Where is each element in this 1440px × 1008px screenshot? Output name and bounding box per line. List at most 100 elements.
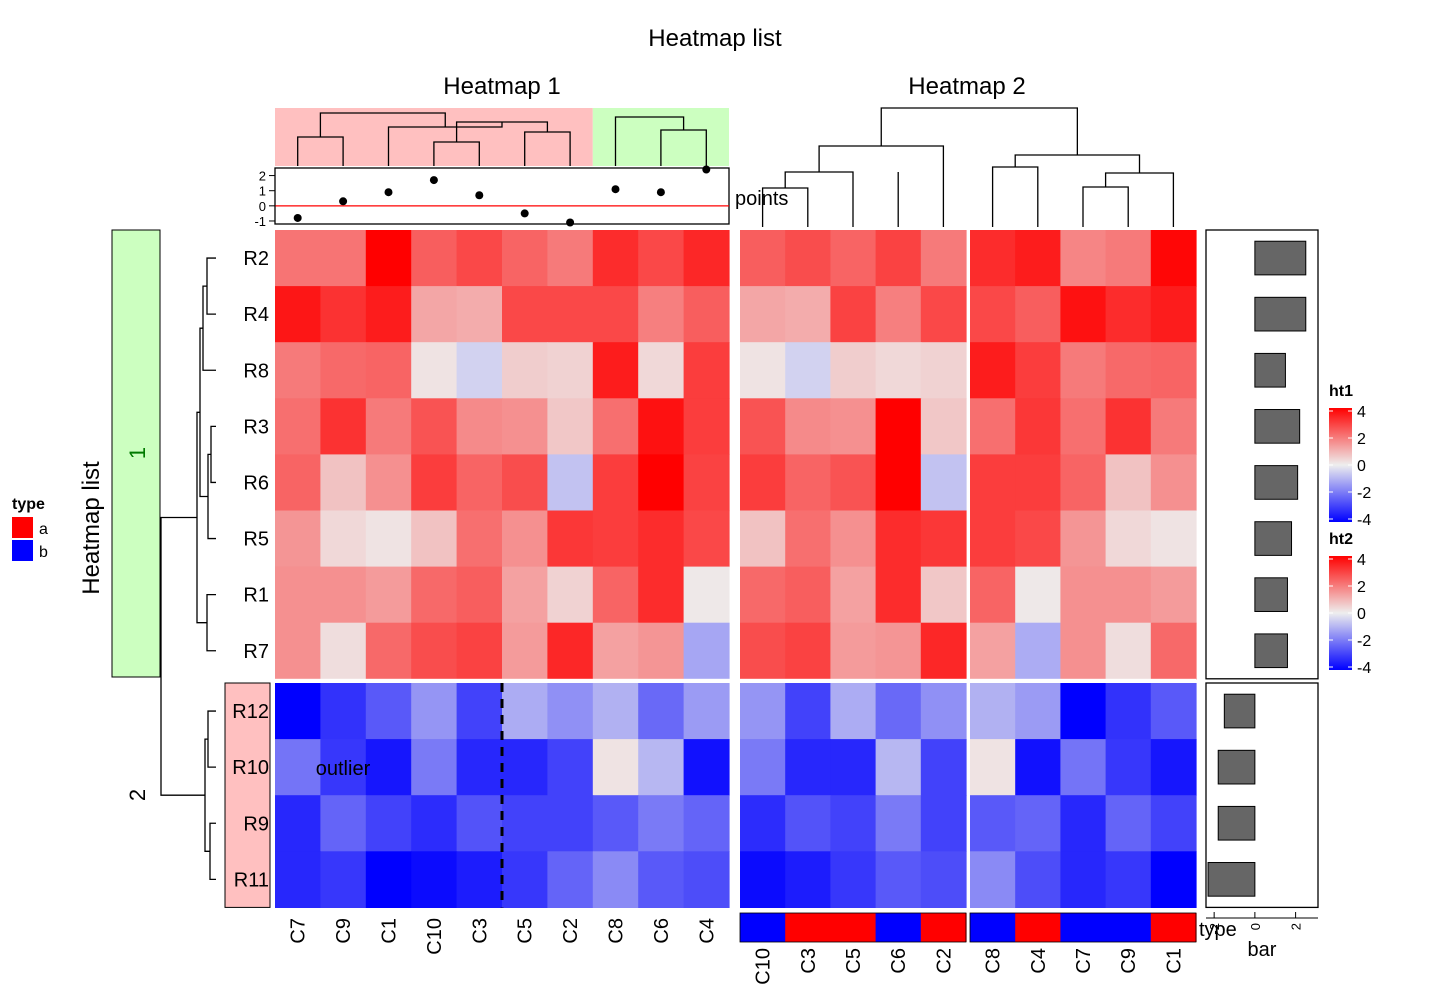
column-label: C7 — [1073, 948, 1095, 974]
heatmap2-cell — [970, 230, 1016, 287]
heatmap1-cell — [638, 683, 685, 740]
bar-annotation-bar — [1254, 521, 1293, 556]
heatmap1-cell — [638, 510, 685, 568]
heatmap2-cell — [1060, 230, 1107, 287]
heatmap2-cell — [740, 510, 786, 568]
heatmap1-cell — [502, 622, 548, 680]
type-legend-label: b — [39, 544, 48, 561]
heatmap1-cell — [365, 286, 412, 343]
heatmap1-cell — [365, 454, 412, 512]
heatmap2-cell — [875, 851, 922, 908]
heatmap2-cell — [1105, 739, 1152, 796]
column-label: C6 — [651, 918, 673, 944]
points-axis-tick-label: 0 — [259, 199, 266, 214]
heatmap1-cell — [638, 230, 685, 287]
heatmap2-cell — [1150, 510, 1197, 568]
heatmap2-cell — [1015, 454, 1061, 512]
column-dendrogram-branch — [1104, 172, 1175, 227]
heatmap2-cell — [1060, 342, 1107, 399]
heatmap2-cell — [920, 342, 967, 399]
type-annotation-cell — [920, 913, 967, 942]
heatmap1-cell — [592, 454, 639, 512]
bar-annotation-bar — [1254, 577, 1288, 612]
heatmap1-cell — [502, 230, 548, 287]
row-dendrogram-branch — [207, 710, 216, 768]
heatmap2-cell — [1150, 286, 1197, 343]
heatmap2-cell — [785, 795, 831, 852]
heatmap2-cell — [740, 683, 786, 740]
heatmap1-cell — [502, 739, 548, 796]
column-label: C3 — [469, 918, 491, 944]
heatmap2-cell — [920, 454, 967, 512]
heatmap1-cell — [456, 230, 503, 287]
heatmap1-title: Heatmap 1 — [443, 73, 560, 100]
column-dendrogram-branch — [614, 116, 685, 166]
heatmap1-cell — [592, 683, 639, 740]
heatmap1-cell — [502, 454, 548, 512]
heatmap1-cell — [275, 683, 321, 740]
column-label: C1 — [1163, 948, 1185, 974]
heatmap1-cell — [683, 795, 730, 852]
column-label: C9 — [333, 918, 355, 944]
heatmap2-cell — [830, 622, 877, 680]
heatmap1-cell — [547, 851, 594, 908]
row-label: R1 — [243, 585, 269, 607]
heatmap1-cell — [320, 286, 367, 343]
heatmap2-cell — [1150, 739, 1197, 796]
column-label: C1 — [379, 918, 401, 944]
heatmap1-cell — [456, 566, 503, 624]
point-marker — [611, 185, 620, 194]
heatmap2-cell — [970, 510, 1016, 568]
heatmap1-cell — [456, 739, 503, 796]
column-label: C5 — [515, 918, 537, 944]
heatmap1-cell — [365, 510, 412, 568]
row-slice-2-title: 2 — [125, 789, 150, 801]
heatmap2-cell — [1105, 795, 1152, 852]
heatmap2-cell — [740, 230, 786, 287]
heatmap1-cell — [320, 683, 367, 740]
heatmap2-cell — [1015, 622, 1061, 680]
heatmap1-cell — [320, 510, 367, 568]
color-legend-bar — [1329, 556, 1352, 670]
row-dendrogram-branch — [199, 327, 208, 498]
heatmap1-cell — [638, 795, 685, 852]
heatmap2-cell — [830, 795, 877, 852]
heatmap2-cell — [970, 683, 1016, 740]
heatmap1-cell — [320, 454, 367, 512]
bar-annotation-frame — [1205, 682, 1319, 909]
color-legend-tick-label: 0 — [1357, 458, 1366, 475]
color-legend-tick-label: -4 — [1357, 660, 1371, 677]
row-slice-1-title-background — [111, 229, 161, 678]
row-label: R10 — [232, 757, 269, 779]
heatmap1-cell — [365, 795, 412, 852]
heatmap1-cell — [411, 566, 458, 624]
row-dendrogram-branch — [206, 594, 216, 652]
heatmap2-cell — [830, 286, 877, 343]
color-legend-bar — [1329, 408, 1352, 522]
heatmap1-cell — [275, 454, 321, 512]
color-legend-tick-label: -2 — [1357, 633, 1371, 650]
heatmap2-cell — [830, 454, 877, 512]
heatmap2-cell — [1150, 622, 1197, 680]
heatmap1-cell — [547, 230, 594, 287]
color-legend-tick-label: 4 — [1357, 552, 1366, 569]
heatmap2-cell — [785, 622, 831, 680]
heatmap2-cell — [970, 795, 1016, 852]
heatmap1-cell — [411, 739, 458, 796]
heatmap2-cell — [1015, 566, 1061, 624]
heatmap2-cell — [1060, 454, 1107, 512]
heatmap1-cell — [456, 342, 503, 399]
column-label: C8 — [983, 948, 1005, 974]
heatmap2-cell — [740, 454, 786, 512]
heatmap2-cell — [830, 851, 877, 908]
heatmap1-cell — [502, 795, 548, 852]
type-annotation-cell — [785, 913, 831, 942]
heatmap2-cell — [875, 342, 922, 399]
heatmap1-cell — [547, 286, 594, 343]
column-dendrogram-branch — [319, 112, 446, 137]
row-label: R4 — [243, 304, 269, 326]
heatmap1-cell — [683, 286, 730, 343]
heatmap1-cell — [456, 286, 503, 343]
heatmap2-cell — [1015, 342, 1061, 399]
heatmap2-cell — [1150, 566, 1197, 624]
